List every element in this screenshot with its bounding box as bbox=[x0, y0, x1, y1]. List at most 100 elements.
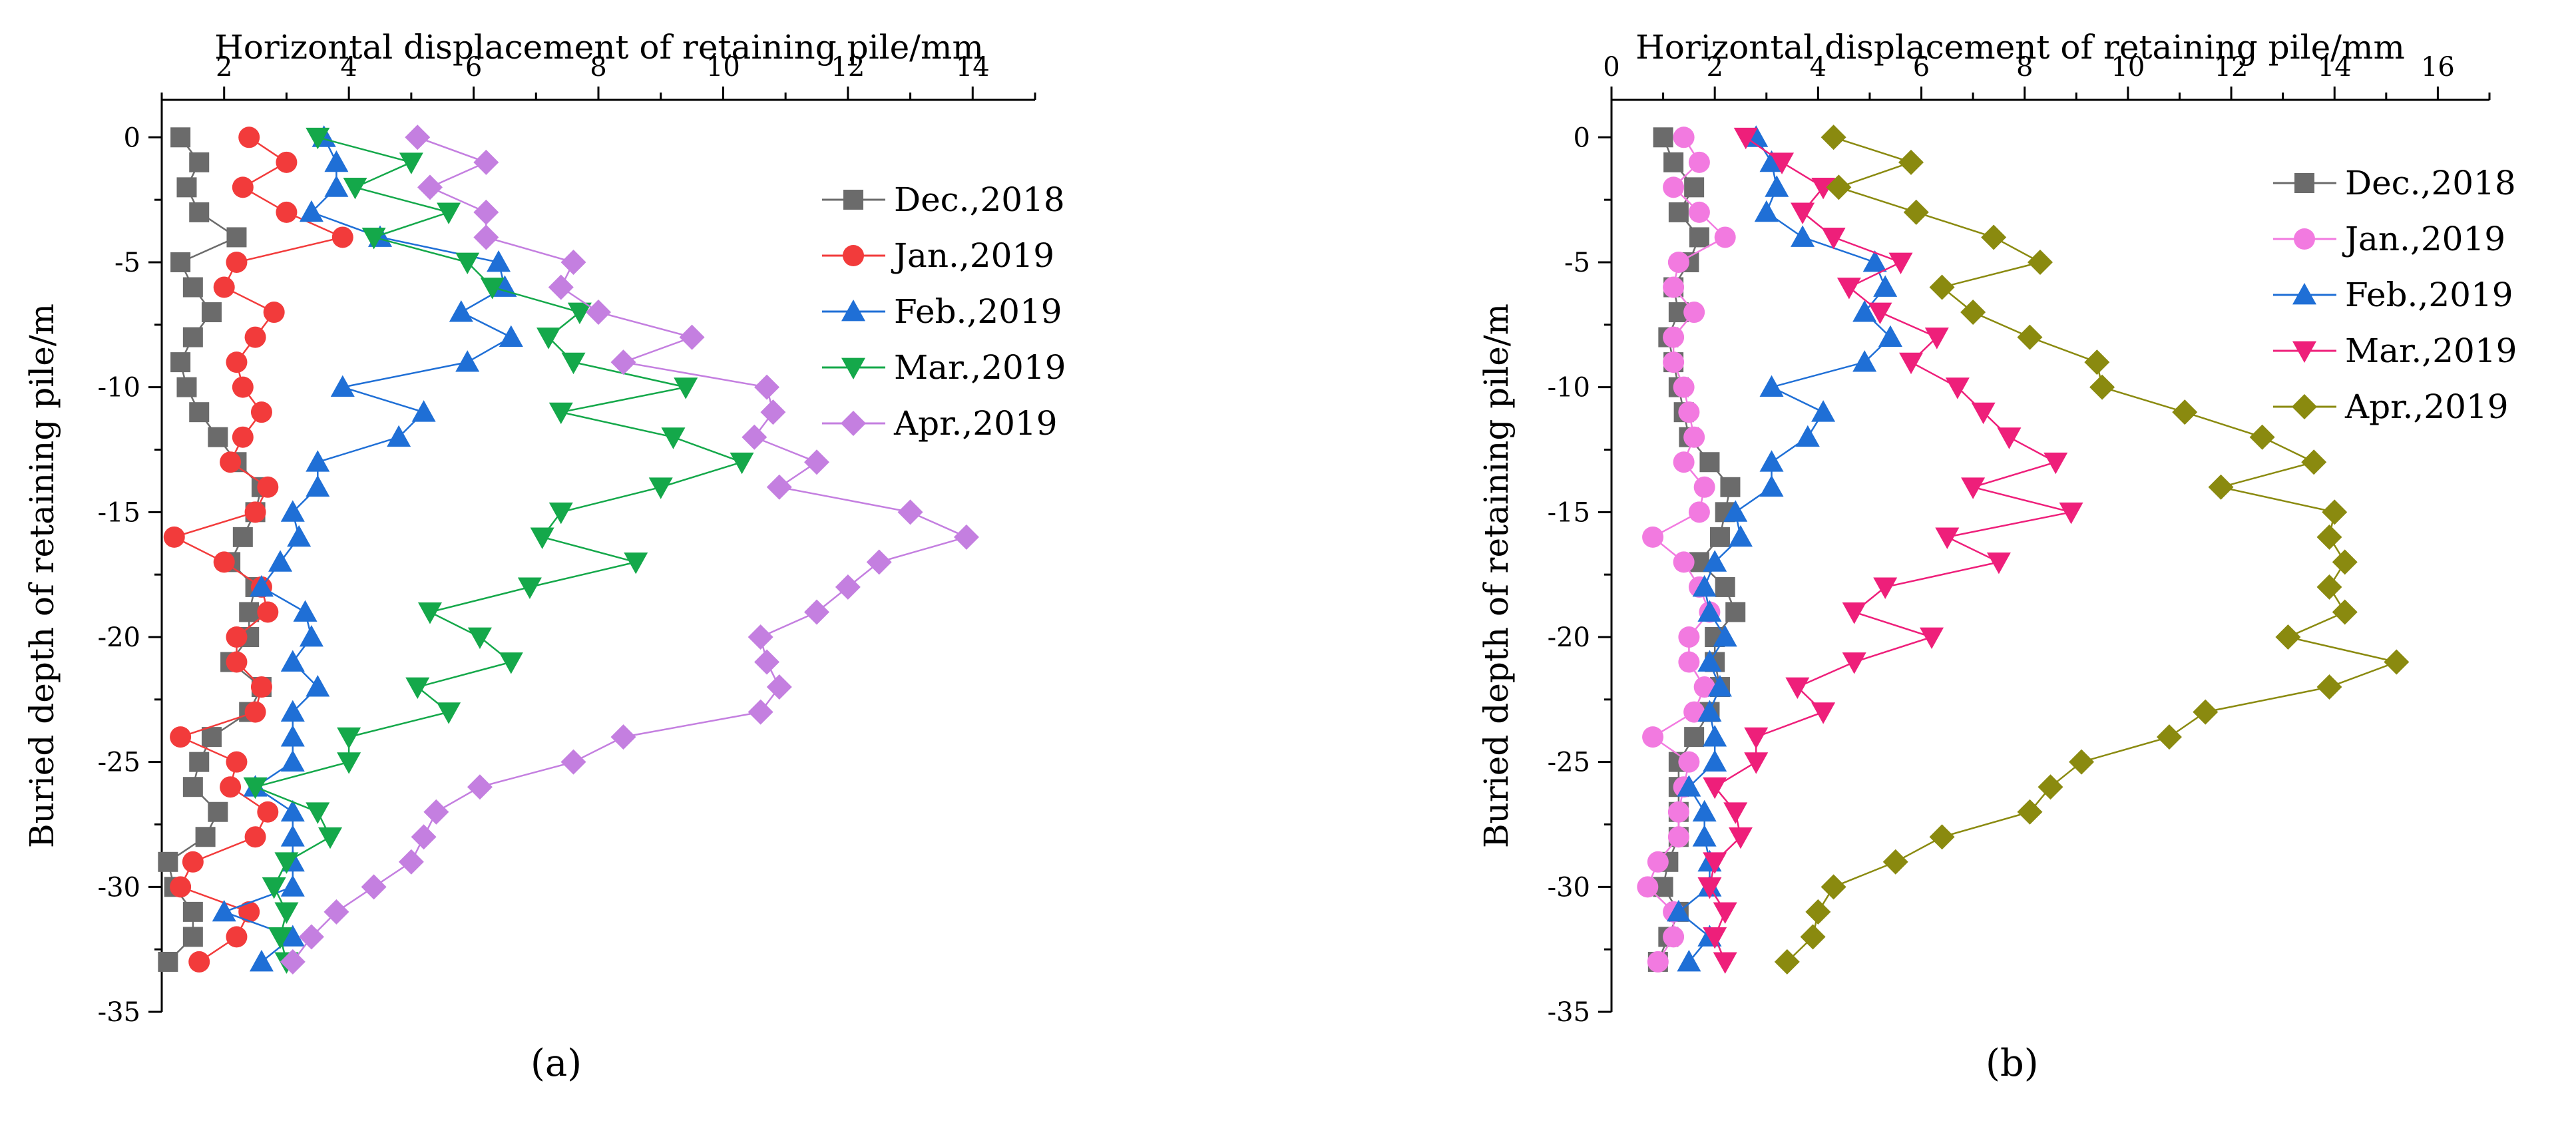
data-point bbox=[624, 552, 648, 574]
data-point bbox=[232, 426, 254, 448]
data-point bbox=[1744, 125, 1769, 147]
data-point bbox=[232, 527, 253, 547]
legend-marker bbox=[2292, 283, 2316, 305]
legend-item: Feb.,2019 bbox=[822, 292, 1062, 331]
data-point bbox=[1821, 124, 1846, 150]
data-point bbox=[257, 601, 279, 623]
data-point bbox=[835, 574, 861, 600]
data-point bbox=[417, 174, 443, 200]
data-point bbox=[238, 901, 260, 923]
data-point bbox=[1945, 377, 1970, 399]
legend-marker bbox=[2292, 394, 2317, 419]
data-point bbox=[323, 899, 349, 925]
y-axis-title: Buried depth of retaining pile/m bbox=[23, 304, 61, 848]
data-point bbox=[1929, 274, 1955, 300]
data-point bbox=[1663, 152, 1684, 172]
data-point bbox=[1924, 328, 1949, 349]
data-point bbox=[1960, 300, 1986, 326]
data-point bbox=[1683, 701, 1705, 723]
data-point bbox=[280, 825, 305, 847]
data-point bbox=[330, 375, 355, 397]
data-point bbox=[1663, 926, 1685, 948]
legend-marker bbox=[2292, 341, 2316, 363]
legend-label: Apr.,2019 bbox=[893, 404, 1058, 443]
data-point bbox=[2384, 649, 2410, 675]
data-point bbox=[1647, 951, 1669, 973]
data-point bbox=[417, 602, 442, 624]
data-point bbox=[1703, 750, 1727, 772]
x-tick-label: 10 bbox=[706, 52, 740, 83]
data-point bbox=[748, 624, 773, 650]
data-point bbox=[2084, 349, 2110, 375]
x-tick-label: 10 bbox=[2111, 52, 2145, 83]
data-point bbox=[1663, 351, 1685, 373]
data-point bbox=[730, 452, 754, 475]
data-point bbox=[1673, 451, 1695, 473]
chart-panel-b: 0 2 4 6 8 10 12 14 16 0 -5 -10 -15 -20 -25 -30 -35 Horizo… bbox=[1477, 28, 2517, 1028]
data-point bbox=[449, 300, 473, 322]
data-point bbox=[1873, 275, 1898, 297]
data-point bbox=[1842, 602, 1866, 624]
legend: Dec.,2018 Jan.,2019 Feb.,2019 Mar.,2019 Apr.… bbox=[822, 180, 1066, 443]
data-point bbox=[188, 951, 210, 973]
legend-label: Feb.,2019 bbox=[894, 292, 1062, 331]
data-point bbox=[1899, 352, 1924, 375]
data-point bbox=[2172, 399, 2198, 425]
legend-marker bbox=[2294, 228, 2315, 250]
x-tick-label: 12 bbox=[2215, 52, 2249, 83]
x-tick-label: 14 bbox=[956, 52, 990, 83]
legend-marker bbox=[2294, 173, 2314, 193]
x-axis-title: Horizontal displacement of retaining pil… bbox=[214, 28, 984, 67]
data-point bbox=[306, 802, 330, 824]
x-tick-label: 4 bbox=[1810, 52, 1826, 83]
data-point bbox=[226, 626, 248, 648]
data-point bbox=[1693, 476, 1715, 498]
data-point bbox=[548, 402, 573, 425]
data-point bbox=[299, 624, 323, 647]
data-point bbox=[1811, 177, 1836, 200]
data-point bbox=[405, 677, 430, 700]
data-point bbox=[1714, 226, 1736, 248]
series-4 bbox=[243, 127, 754, 974]
data-point bbox=[1678, 626, 1700, 648]
data-point bbox=[1765, 175, 1789, 197]
data-point bbox=[158, 851, 178, 872]
data-point bbox=[1882, 849, 1908, 875]
series-5 bbox=[1774, 124, 2410, 975]
y-tick-label: -15 bbox=[98, 497, 140, 528]
data-point bbox=[2156, 724, 2182, 750]
data-point bbox=[1770, 152, 1795, 174]
data-point bbox=[1720, 477, 1741, 497]
data-point bbox=[804, 449, 829, 475]
data-point bbox=[1692, 799, 1717, 822]
data-point bbox=[238, 126, 260, 148]
data-point bbox=[1684, 727, 1705, 748]
legend-label: Mar.,2019 bbox=[894, 348, 1066, 387]
data-point bbox=[1759, 450, 1784, 472]
series-line bbox=[1786, 136, 2400, 963]
data-point bbox=[1795, 425, 1820, 447]
data-point bbox=[318, 827, 343, 849]
data-point bbox=[1842, 652, 1866, 674]
data-point bbox=[1800, 924, 1826, 950]
data-point bbox=[232, 376, 254, 398]
data-point bbox=[298, 924, 324, 950]
x-tick-label: 6 bbox=[465, 52, 482, 83]
data-point bbox=[274, 852, 299, 874]
series-line bbox=[166, 136, 263, 963]
data-point bbox=[387, 425, 411, 447]
y-tick-label: -35 bbox=[1548, 997, 1590, 1028]
data-point bbox=[1684, 177, 1705, 198]
series-line bbox=[292, 136, 969, 963]
data-point bbox=[1703, 725, 1727, 747]
legend-marker bbox=[843, 245, 864, 266]
data-point bbox=[257, 801, 279, 823]
data-point bbox=[2332, 599, 2358, 625]
panel-label-a: (a) bbox=[531, 1042, 582, 1085]
data-point bbox=[182, 777, 203, 797]
data-point bbox=[1653, 127, 1673, 148]
data-point bbox=[268, 927, 293, 949]
data-point bbox=[537, 328, 561, 349]
data-point bbox=[493, 275, 517, 297]
y-tick-label: -10 bbox=[1548, 373, 1590, 403]
